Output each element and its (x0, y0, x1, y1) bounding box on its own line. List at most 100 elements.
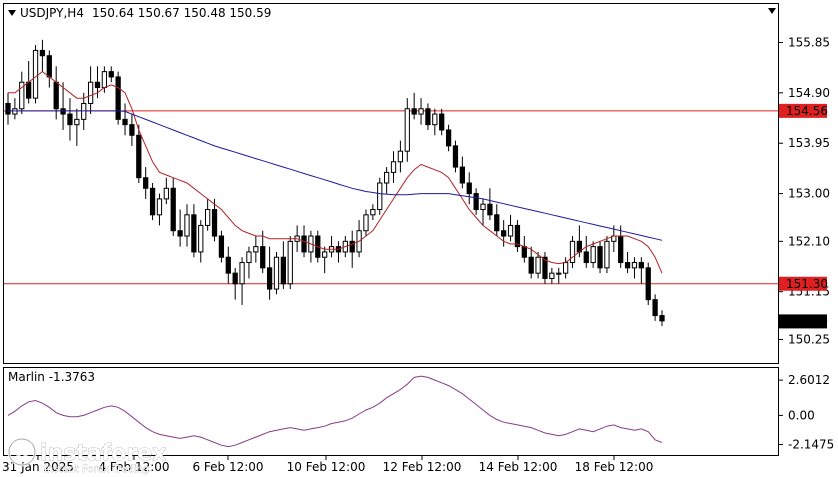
bear-candle-body (301, 235, 307, 253)
bear-candle-body (425, 108, 431, 126)
bear-candle-body (67, 113, 73, 126)
bear-candle-body (129, 124, 135, 136)
bull-candle-body (404, 108, 410, 152)
bear-candle-body (411, 108, 417, 115)
bull-candle-body (535, 256, 541, 274)
bull-candle-body (156, 198, 163, 216)
bull-candle-body (239, 262, 245, 285)
bear-candle-body (624, 262, 631, 269)
bear-candle-body (645, 267, 651, 301)
bear-candle-body (136, 134, 142, 179)
bear-candle-body (211, 209, 218, 237)
main-price-axis: 155.85154.90153.95153.00152.10151.15150.… (778, 35, 830, 346)
level-tag-label: 151.30 (786, 277, 828, 291)
oscillator-series: 2.6012 0.00 -2.1475 (7, 373, 834, 452)
bear-candle-body (439, 113, 445, 131)
time-tick-label: 12 Feb 12:00 (383, 460, 462, 474)
time-tick-label: 4 Feb 12:00 (98, 460, 169, 474)
bear-candle-body (115, 76, 121, 120)
bear-candle-body (94, 81, 101, 89)
watermark: instaforex Instant Forex Trading (7, 437, 167, 475)
bear-candle-body (53, 81, 59, 110)
bull-candle-body (377, 182, 383, 211)
bear-candle-body (280, 256, 287, 285)
bull-candle-body (590, 246, 596, 264)
osc-tick-label: -2.1475 (788, 438, 834, 452)
bull-candle-body (480, 203, 486, 211)
time-tick-label: 10 Feb 12:00 (287, 460, 366, 474)
bear-candle-body (5, 102, 11, 115)
bull-candle-body (184, 214, 190, 237)
bull-candle-body (631, 262, 638, 269)
main-panel (3, 3, 779, 364)
bull-candle-body (253, 246, 259, 253)
price-tick-label: 152.10 (788, 234, 830, 248)
bull-candle-body (397, 150, 404, 163)
chart-header: USDJPY,H4 150.64 150.67 150.48 150.59 (8, 6, 776, 20)
bear-candle-body (597, 246, 603, 269)
bull-candle-body (246, 251, 252, 264)
oscillator-line (7, 375, 663, 448)
last-price-tag (779, 314, 827, 329)
bear-candle-body (514, 224, 521, 248)
dropdown-triangle-icon[interactable] (8, 10, 16, 16)
bear-candle-body (232, 272, 238, 285)
bear-candle-body (542, 256, 548, 279)
bear-candle-body (170, 187, 176, 232)
bull-candle-body (205, 209, 211, 226)
bear-candle-body (618, 235, 624, 264)
bear-candle-body (26, 81, 32, 99)
watermark-tagline: Instant Forex Trading (44, 464, 149, 475)
bull-candle-body (569, 240, 576, 264)
watermark-brand: instaforex (40, 441, 166, 466)
bear-candle-body (459, 166, 465, 184)
bull-candle-body (273, 256, 280, 290)
bull-candle-body (198, 224, 204, 253)
bull-candle-body (507, 224, 514, 237)
ma_fast-line (8, 70, 663, 274)
bear-candle-body (652, 299, 658, 317)
ohlc-readout: 150.64 150.67 150.48 150.59 (92, 6, 271, 20)
ma_slow-line (8, 110, 663, 241)
osc-tick-label: 0.00 (788, 408, 815, 422)
oscillator-title: Marlin -1.3763 (8, 370, 95, 384)
bear-candle-body (177, 230, 183, 237)
bear-candle-body (143, 177, 149, 189)
bear-candle-body (494, 214, 500, 232)
level-tag (779, 103, 827, 118)
bear-candle-body (638, 262, 644, 269)
bull-candle-body (383, 171, 390, 184)
level-tag-label: 154.56 (786, 104, 828, 118)
level-tag (779, 276, 827, 291)
bull-candle-body (81, 102, 87, 120)
bull-candle-body (556, 272, 562, 275)
bull-candle-body (363, 214, 369, 232)
bear-candle-body (39, 49, 46, 57)
price-tick-label: 153.95 (788, 136, 830, 150)
bear-candle-body (473, 193, 479, 211)
bull-candle-body (432, 113, 438, 126)
bear-candle-body (528, 256, 534, 274)
bear-candle-body (487, 203, 493, 216)
time-axis: 31 Jan 2025 4 Feb 12:00 6 Feb 12:00 10 Feb … (2, 455, 653, 474)
last-price-label: 150.59 (786, 314, 828, 328)
collapse-triangle-icon[interactable] (768, 8, 776, 14)
time-tick-label: 6 Feb 12:00 (192, 460, 263, 474)
bear-candle-body (445, 129, 452, 147)
bull-candle-body (390, 161, 397, 173)
time-tick-label: 14 Feb 12:00 (479, 460, 558, 474)
price-tick-label: 155.85 (788, 35, 830, 49)
bear-candle-body (218, 235, 225, 258)
bull-candle-body (370, 209, 376, 216)
bear-candle-body (349, 240, 355, 253)
bull-candle-body (32, 49, 39, 99)
bull-candle-body (549, 272, 555, 279)
bear-candle-body (191, 214, 197, 253)
price-tick-label: 154.90 (788, 86, 830, 100)
bull-candle-body (12, 108, 18, 115)
bull-candle-body (322, 251, 328, 258)
bear-candle-body (46, 55, 52, 78)
bull-candle-body (101, 71, 108, 89)
moving-average-lines (8, 70, 663, 274)
